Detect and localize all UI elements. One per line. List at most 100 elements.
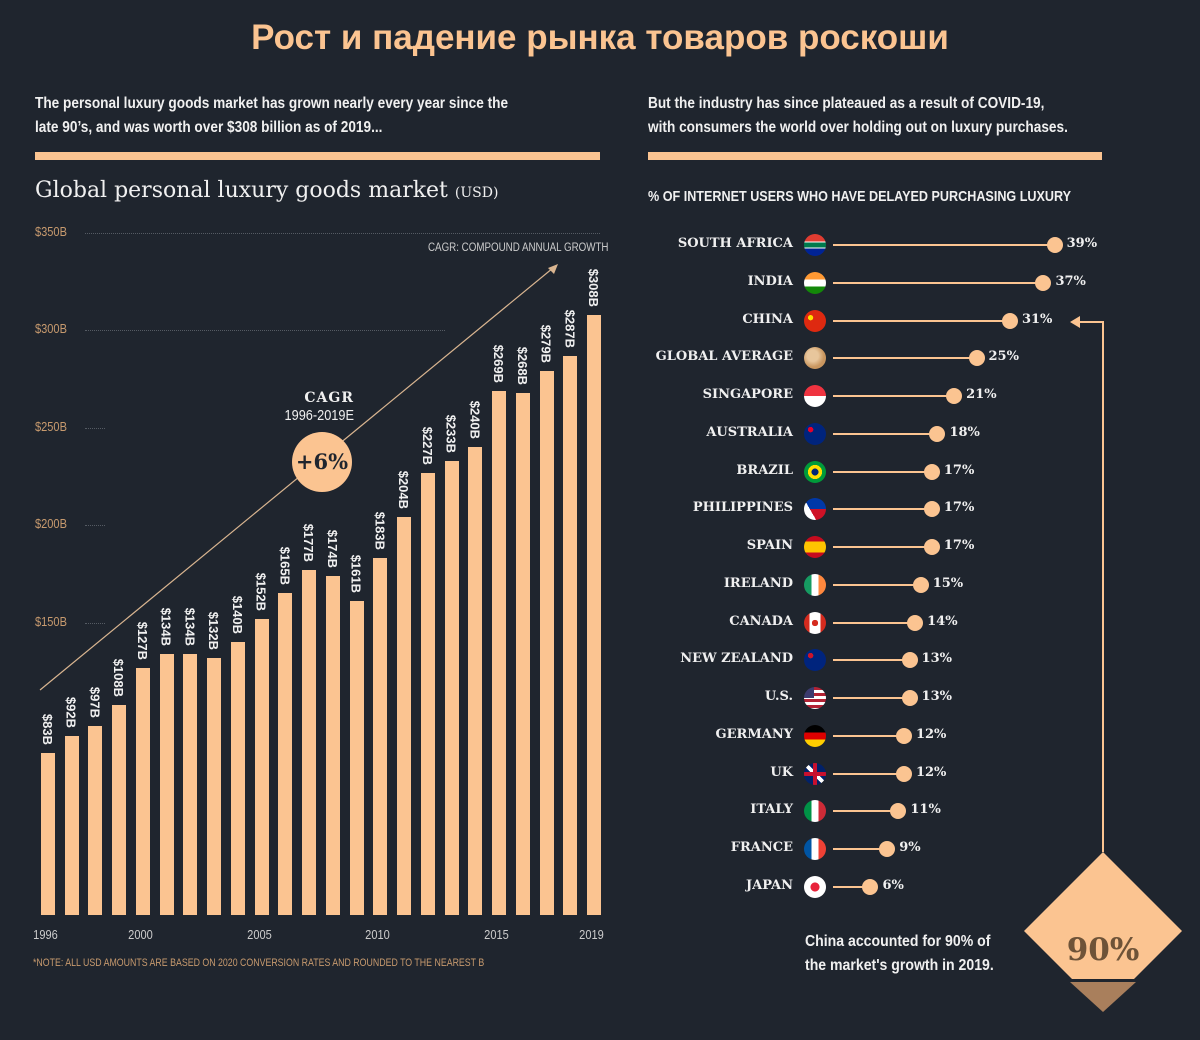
value-line xyxy=(833,319,1010,322)
bar-1998 xyxy=(88,725,103,915)
flag-spain-icon xyxy=(804,536,826,559)
value-label: 17% xyxy=(943,462,975,478)
country-name: ITALY xyxy=(750,802,793,818)
bar-data-label: $174B xyxy=(324,529,340,568)
value-dot xyxy=(901,690,918,707)
cagr-period: 1996-2019E xyxy=(284,407,354,424)
value-dot xyxy=(890,803,907,820)
value-line xyxy=(833,772,904,775)
bar-data-label: $134B xyxy=(182,607,198,646)
value-label: 14% xyxy=(927,613,958,629)
bar-2016 xyxy=(515,392,530,915)
value-label: 6% xyxy=(882,878,904,893)
globe-icon xyxy=(804,347,826,370)
divider xyxy=(648,152,1102,160)
value-dot xyxy=(968,350,985,367)
value-line xyxy=(833,357,977,360)
right-intro-line: But the industry has since plateaued as … xyxy=(648,95,1045,112)
left-intro-line: The personal luxury goods market has gro… xyxy=(35,95,509,112)
bar-2017 xyxy=(539,371,554,915)
bar-2008 xyxy=(325,575,340,915)
bar-data-label: $268B xyxy=(514,346,530,385)
bar-2018 xyxy=(563,355,578,915)
value-line xyxy=(833,583,921,586)
bar-data-label: $279B xyxy=(538,325,554,364)
value-label: 18% xyxy=(949,424,980,440)
value-dot xyxy=(895,765,912,782)
y-tick-label: $350B xyxy=(35,224,67,239)
bar-data-label: $165B xyxy=(277,547,293,586)
flag-italy-icon xyxy=(804,800,826,823)
bar-2014 xyxy=(468,447,483,915)
value-line xyxy=(833,395,955,398)
bar-data-label: $177B xyxy=(301,523,317,563)
gridline xyxy=(85,427,105,429)
gridline xyxy=(85,622,105,624)
flag-germany-icon xyxy=(804,724,826,747)
flag-us-icon xyxy=(804,687,826,710)
bar-2013 xyxy=(444,460,459,915)
bar-data-label: $161B xyxy=(348,554,364,594)
chart-title: Global personal luxury goods market (USD… xyxy=(35,178,498,203)
flag-china-icon xyxy=(804,309,826,332)
bar-2012 xyxy=(420,472,435,915)
callout-line: China accounted for 90% of xyxy=(805,933,991,950)
country-name: BRAZIL xyxy=(736,462,793,478)
value-line xyxy=(833,244,1055,246)
footnote: *NOTE: ALL USD AMOUNTS ARE BASED ON 2020… xyxy=(33,957,485,969)
flag-india-icon xyxy=(804,271,826,294)
value-line xyxy=(833,886,871,888)
bar-2004 xyxy=(230,642,245,915)
bar-2011 xyxy=(397,517,412,915)
right-intro-line: with consumers the world over holding ou… xyxy=(648,119,1068,136)
value-label: 12% xyxy=(915,764,947,780)
bar-data-label: $92B xyxy=(63,696,79,728)
value-label: 17% xyxy=(943,500,975,516)
bar-2006 xyxy=(278,593,293,915)
country-name: IRELAND xyxy=(723,575,793,591)
gridline xyxy=(85,330,445,332)
right-intro: But the industry has since plateaued as … xyxy=(648,92,1068,140)
chart-title-text: Global personal luxury goods market xyxy=(35,178,448,203)
value-dot xyxy=(923,539,940,556)
value-dot xyxy=(923,463,940,480)
value-dot xyxy=(1035,274,1052,291)
value-dot xyxy=(901,652,918,669)
flag-philippines-icon xyxy=(804,498,826,521)
country-name: INDIA xyxy=(747,273,793,289)
country-name: NEW ZEALAND xyxy=(680,651,793,667)
callout-diamond-remainder xyxy=(1070,982,1136,1012)
value-dot xyxy=(1001,312,1018,329)
bar-2005 xyxy=(254,618,269,915)
country-name: SPAIN xyxy=(746,538,793,554)
gridline xyxy=(85,525,105,527)
country-name: SINGAPORE xyxy=(702,387,793,403)
value-dot xyxy=(923,501,940,518)
bar-data-label: $233B xyxy=(443,414,459,453)
page-title: Рост и падение рынка товаров роскоши xyxy=(251,18,949,57)
value-line xyxy=(833,470,932,473)
value-label: 11% xyxy=(910,802,941,818)
bar-data-label: $183B xyxy=(372,512,388,551)
bar-2009 xyxy=(349,601,364,915)
country-name: GERMANY xyxy=(715,726,793,742)
value-line xyxy=(833,659,910,662)
bar-data-label: $132B xyxy=(206,611,222,650)
x-tick-label: 2000 xyxy=(128,927,153,942)
value-line xyxy=(833,281,1044,284)
value-line xyxy=(833,848,888,851)
value-label: 13% xyxy=(921,689,952,705)
value-line xyxy=(833,432,938,435)
left-intro-line: late 90’s, and was worth over $308 billi… xyxy=(35,119,383,136)
value-line xyxy=(833,621,916,624)
bar-2015 xyxy=(492,390,507,915)
value-label: 37% xyxy=(1055,273,1086,289)
bar-2003 xyxy=(207,657,222,915)
country-name: FRANCE xyxy=(730,840,793,856)
value-label: 25% xyxy=(988,349,1019,365)
value-label: 21% xyxy=(966,387,997,403)
bar-data-label: $127B xyxy=(134,621,150,660)
country-name: U.S. xyxy=(764,689,793,705)
bar-data-label: $227B xyxy=(419,426,435,465)
y-tick-label: $300B xyxy=(35,321,67,337)
